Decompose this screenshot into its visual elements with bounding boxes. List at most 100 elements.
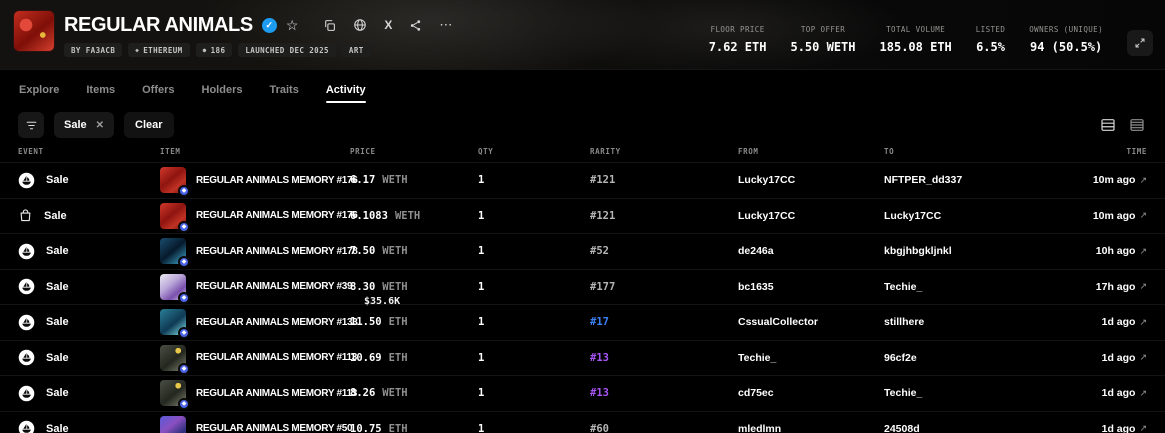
transaction-time-link[interactable]: 17h ago ↗ (1096, 281, 1147, 293)
from-account-link[interactable]: Lucky17CC (738, 209, 796, 222)
from-account-link[interactable]: de246a (738, 245, 774, 258)
time-ago: 1d ago (1101, 351, 1136, 364)
price: 10.75 ETH (350, 423, 478, 433)
price-currency: ETH (388, 351, 408, 364)
transaction-time-link[interactable]: 1d ago ↗ (1102, 316, 1147, 328)
stat-total-volume: TOTAL VOLUME 185.08 ETH (879, 25, 952, 54)
item-name: REGULAR ANIMALS MEMORY #50 (196, 423, 353, 433)
table-row[interactable]: Sale ◆ REGULAR ANIMALS MEMORY #176 6.17 W… (0, 162, 1165, 198)
opensea-sale-icon (18, 385, 35, 402)
quantity: 1 (478, 174, 485, 187)
to-account-link[interactable]: NFTPER_dd337 (884, 174, 963, 187)
to-account-link[interactable]: Techie_ (884, 280, 923, 293)
quantity: 1 (478, 387, 485, 400)
time-ago: 10m ago (1092, 174, 1136, 187)
item-thumbnail: ◆ (160, 415, 186, 433)
tab-items[interactable]: Items (86, 84, 116, 96)
price-value: 11.50 (350, 316, 382, 329)
chain-badge: ◆ ETHEREUM (128, 43, 190, 57)
table-row[interactable]: Sale ◆ REGULAR ANIMALS MEMORY #178 7.50 W… (0, 233, 1165, 269)
transaction-time-link[interactable]: 10m ago ↗ (1093, 210, 1147, 222)
transaction-time-link[interactable]: 10h ago ↗ (1096, 245, 1147, 257)
item-link[interactable]: ◆ REGULAR ANIMALS MEMORY #39 (160, 273, 353, 304)
transaction-time-link[interactable]: 10m ago ↗ (1093, 174, 1147, 186)
quantity: 1 (478, 422, 485, 433)
table-row[interactable]: Sale ◆ REGULAR ANIMALS MEMORY #133 11.50… (0, 304, 1165, 340)
from-account-link[interactable]: Techie_ (738, 351, 777, 364)
item-link[interactable]: ◆ REGULAR ANIMALS MEMORY #50 (160, 415, 353, 433)
copy-address-icon[interactable] (323, 19, 336, 32)
from-account-link[interactable]: Lucky17CC (738, 174, 796, 187)
remove-sale-filter-icon[interactable]: ✕ (95, 119, 105, 131)
table-row[interactable]: Sale ◆ REGULAR ANIMALS MEMORY #113 8.26 W… (0, 375, 1165, 411)
stat-floor-price: FLOOR PRICE 7.62 ETH (708, 25, 767, 54)
clear-filters-button[interactable]: Clear (124, 112, 174, 138)
rarity-rank: #13 (590, 351, 609, 364)
list-view-button[interactable] (1098, 115, 1118, 135)
item-link[interactable]: ◆ REGULAR ANIMALS MEMORY #178 (160, 238, 358, 269)
rarity-rank: #52 (590, 245, 609, 258)
external-link-icon: ↗ (1139, 245, 1147, 256)
collection-banner: REGULAR ANIMALS ✓ ☆ X ⋯ (0, 0, 1165, 70)
watchlist-star-icon[interactable]: ☆ (285, 17, 299, 33)
x-twitter-icon[interactable]: X (384, 18, 393, 32)
price-currency: WETH (382, 174, 408, 187)
from-account-link[interactable]: cd75ec (738, 387, 774, 400)
item-link[interactable]: ◆ REGULAR ANIMALS MEMORY #176 (160, 202, 358, 233)
transaction-time-link[interactable]: 1d ago ↗ (1102, 423, 1147, 433)
more-options-icon[interactable]: ⋯ (439, 17, 454, 32)
price: 10.69 ETH (350, 352, 478, 364)
activity-table-header: EVENT ITEM PRICE QTY RARITY FROM TO TIME (18, 146, 1147, 156)
filter-button[interactable] (18, 112, 44, 138)
expand-arrows-icon (1134, 37, 1146, 49)
table-row[interactable]: Sale ◆ REGULAR ANIMALS MEMORY #50 10.75 E… (0, 410, 1165, 433)
item-link[interactable]: ◆ REGULAR ANIMALS MEMORY #113 (160, 380, 357, 411)
transaction-time-link[interactable]: 1d ago ↗ (1102, 387, 1147, 399)
tab-traits[interactable]: Traits (269, 84, 299, 96)
item-thumbnail: ◆ (160, 167, 190, 198)
from-account-link[interactable]: bc1635 (738, 280, 774, 293)
transaction-time-link[interactable]: 1d ago ↗ (1102, 352, 1147, 364)
share-icon[interactable] (409, 19, 422, 32)
time-ago: 10h ago (1095, 245, 1136, 258)
price-value: 6.17 (350, 174, 376, 187)
table-row[interactable]: Sale ◆ REGULAR ANIMALS MEMORY #176 6.108… (0, 197, 1165, 234)
item-link[interactable]: ◆ REGULAR ANIMALS MEMORY #176 (160, 167, 358, 198)
expand-stats-button[interactable] (1127, 30, 1153, 56)
table-row[interactable]: Sale ◆ REGULAR ANIMALS MEMORY #113 10.69… (0, 339, 1165, 376)
from-account-link[interactable]: CssualCollector (738, 316, 818, 329)
sale-filter-chip[interactable]: Sale ✕ (54, 112, 115, 138)
from-account-link[interactable]: mledlmn (738, 422, 782, 433)
price-currency: WETH (394, 209, 421, 222)
external-link-icon: ↗ (1139, 387, 1147, 398)
supply-dot-icon: ● (202, 47, 207, 54)
eth-chain-badge-icon: ◆ (178, 185, 190, 198)
tab-holders[interactable]: Holders (201, 84, 243, 96)
to-account-link[interactable]: 96cf2e (884, 351, 917, 364)
to-account-link[interactable]: Techie_ (884, 387, 923, 400)
to-account-link[interactable]: stillhere (884, 316, 925, 329)
external-link-icon: ↗ (1139, 174, 1147, 185)
table-row[interactable]: Sale ◆ REGULAR ANIMALS MEMORY #39 8.30 WE… (0, 268, 1165, 307)
item-link[interactable]: ◆ REGULAR ANIMALS MEMORY #113 (160, 344, 357, 375)
compact-view-button[interactable] (1127, 115, 1147, 135)
stat-listed: LISTED 6.5% (975, 25, 1006, 54)
website-globe-icon[interactable] (353, 18, 367, 32)
stat-top-offer: TOP OFFER 5.50 WETH (790, 25, 856, 54)
tab-offers[interactable]: Offers (142, 84, 175, 96)
item-link[interactable]: ◆ REGULAR ANIMALS MEMORY #133 (160, 309, 358, 340)
category-badge: ART (341, 43, 371, 57)
tab-activity[interactable]: Activity (325, 79, 366, 103)
rarity-rank: #121 (590, 209, 616, 222)
time-ago: 10m ago (1092, 209, 1136, 222)
external-link-icon: ↗ (1139, 281, 1147, 292)
eth-chain-badge-icon: ◆ (178, 398, 190, 411)
item-name: REGULAR ANIMALS MEMORY #113 (196, 387, 358, 399)
collection-badges: BY FA3ACB ◆ ETHEREUM ● 186 LAUNCHED DEC 20… (64, 43, 453, 57)
to-account-link[interactable]: kbgjhbgkljnkl (884, 245, 952, 258)
collection-tabs: Explore Items Offers Holders Traits Acti… (0, 79, 1165, 103)
tab-explore[interactable]: Explore (19, 84, 60, 96)
to-account-link[interactable]: 24508d (884, 422, 920, 433)
to-account-link[interactable]: Lucky17CC (884, 209, 942, 222)
stat-owners: OWNERS (UNIQUE) 94 (50.5%) (1029, 25, 1103, 54)
